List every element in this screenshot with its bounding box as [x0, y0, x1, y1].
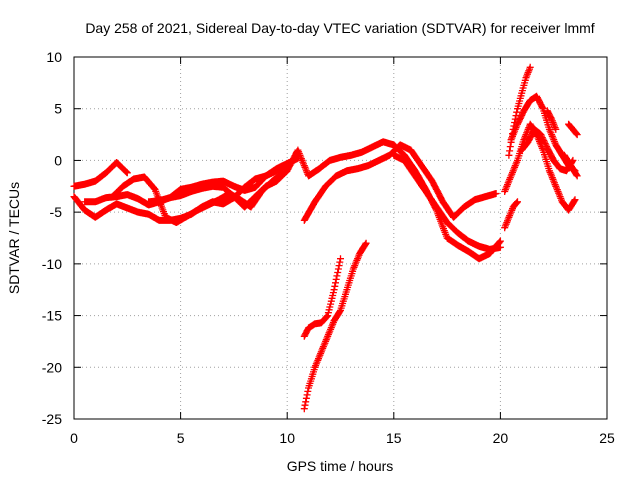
series-markers [300, 255, 344, 340]
x-tick-label: 10 [279, 430, 295, 446]
y-tick-label: 5 [54, 101, 62, 117]
series-markers [560, 151, 581, 180]
series-s6 [300, 141, 500, 224]
y-axis-label: SDTVAR / TECUs [6, 182, 22, 294]
y-tick-label: -5 [50, 204, 63, 220]
plot-frame [73, 56, 608, 420]
series-markers [300, 239, 370, 413]
y-tick-label: -15 [42, 308, 62, 324]
series-s14 [518, 125, 577, 175]
x-tick-label: 15 [386, 430, 402, 446]
series-s16 [565, 120, 581, 139]
x-tick-label: 25 [599, 430, 615, 446]
series-s1 [70, 159, 131, 190]
series-s8 [300, 239, 370, 413]
series-markers [390, 151, 504, 253]
series-s11 [501, 198, 521, 232]
data-series [70, 63, 581, 413]
series-markers [501, 198, 521, 232]
axis-ticks: 0 5 10 15 20 25 -25 -20 -15 -10 -5 0 5 10 [42, 49, 615, 446]
x-tick-label: 5 [177, 430, 185, 446]
x-axis-label: GPS time / hours [287, 458, 394, 474]
series-markers [518, 125, 577, 175]
series-s15 [543, 107, 560, 133]
series-markers [565, 120, 581, 139]
y-tick-label: 10 [46, 49, 62, 65]
series-s17 [560, 151, 581, 180]
series-markers [300, 141, 500, 224]
y-tick-label: -20 [42, 359, 62, 375]
series-markers [543, 107, 560, 133]
y-tick-label: -10 [42, 256, 62, 272]
x-tick-label: 0 [70, 430, 78, 446]
x-tick-label: 20 [493, 430, 509, 446]
chart-title: Day 258 of 2021, Sidereal Day-to-day VTE… [85, 20, 594, 36]
y-tick-label: 0 [54, 152, 62, 168]
series-s9 [300, 255, 344, 340]
series-s7 [390, 151, 504, 253]
series-markers [70, 159, 131, 190]
y-tick-label: -25 [42, 411, 62, 427]
